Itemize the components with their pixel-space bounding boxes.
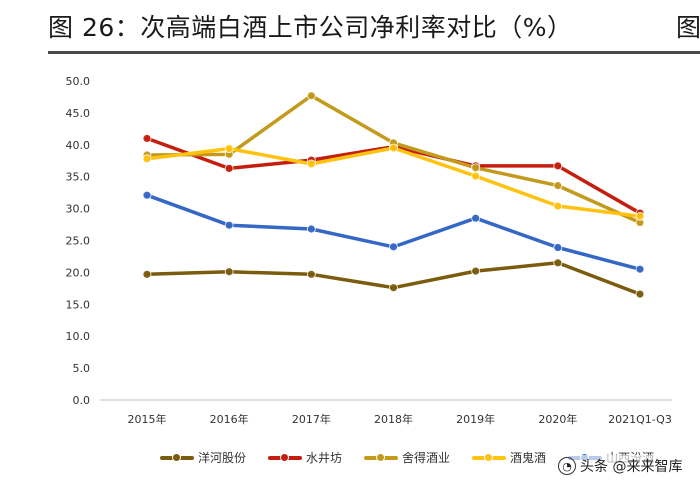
data-point [553,243,563,252]
legend-swatch-marker [484,452,494,462]
data-point [142,190,152,200]
y-tick-label: 10.0 [66,330,91,343]
data-point [389,283,398,293]
watermark-text: 头条 @来来智库 [580,459,683,475]
data-point [471,266,481,276]
data-point [224,144,234,154]
data-point [306,91,316,101]
y-tick-label: 50.0 [66,75,91,88]
data-point [224,220,234,230]
figure-title: 图 26：次高端白酒上市公司净利率对比（%） [48,13,573,42]
data-point [306,159,316,169]
legend-label: 水井坊 [306,451,343,465]
data-point [635,264,645,274]
data-point [553,201,563,211]
legend-swatch-marker [376,452,386,462]
legend-swatch-marker [172,452,181,462]
watermark: ◔ 头条 @来来智库 [555,455,686,477]
data-point [306,224,316,234]
title-right-fragment: 图 [676,13,700,42]
data-point [389,242,398,252]
x-tick-label: 2018年 [374,412,413,426]
data-point [471,163,481,173]
legend-item: 洋河股份 [160,449,246,466]
y-tick-label: 20.0 [66,266,91,279]
data-point [635,211,645,221]
series-line-2 [145,93,642,225]
user-circle-icon: ◔ [558,457,576,475]
y-tick-label: 15.0 [66,298,91,311]
net-margin-line-chart: 0.0 5.0 10.0 15.0 20.0 25.0 30.0 35.0 40.0 45.0 50… [66,75,672,426]
x-tick-label: 2015年 [128,412,167,426]
legend-item: 舍得酒业 [364,449,450,466]
data-point [635,289,645,299]
y-tick-label: 45.0 [66,107,91,120]
data-point [142,154,152,164]
legend-label: 洋河股份 [198,451,247,465]
x-tick-label: 2020年 [538,412,577,426]
legend-swatch [268,452,303,464]
legend-item: 水井坊 [268,449,342,466]
legend-swatch [472,452,507,464]
title-underline [48,51,700,54]
series-line-3 [145,146,642,219]
y-tick-label: 5.0 [73,362,91,375]
legend-label: 酒鬼酒 [510,451,547,465]
x-tick-label: 2019年 [456,412,495,426]
legend-item: 酒鬼酒 [472,449,546,466]
data-point [224,267,234,277]
y-tick-label: 25.0 [66,235,91,248]
legend-label: 舍得酒业 [402,451,451,465]
legend-swatch [160,452,194,464]
data-point [389,143,398,153]
data-point [142,269,152,279]
y-tick-label: 40.0 [66,139,91,152]
x-tick-label: 2017年 [292,412,331,426]
data-point [471,213,481,223]
x-tick-label: 2021Q1-Q3 [608,413,672,426]
data-point [142,134,152,143]
data-point [224,164,234,173]
y-tick-label: 35.0 [66,171,91,184]
data-point [553,258,563,268]
data-point [553,161,563,171]
data-point [553,181,563,191]
x-tick-label: 2016年 [210,412,249,426]
data-point [306,269,316,279]
data-point [471,171,481,181]
y-tick-label: 0.0 [73,394,91,407]
legend-swatch [364,452,399,464]
y-tick-label: 30.0 [66,203,91,216]
legend-swatch-marker [280,452,290,462]
